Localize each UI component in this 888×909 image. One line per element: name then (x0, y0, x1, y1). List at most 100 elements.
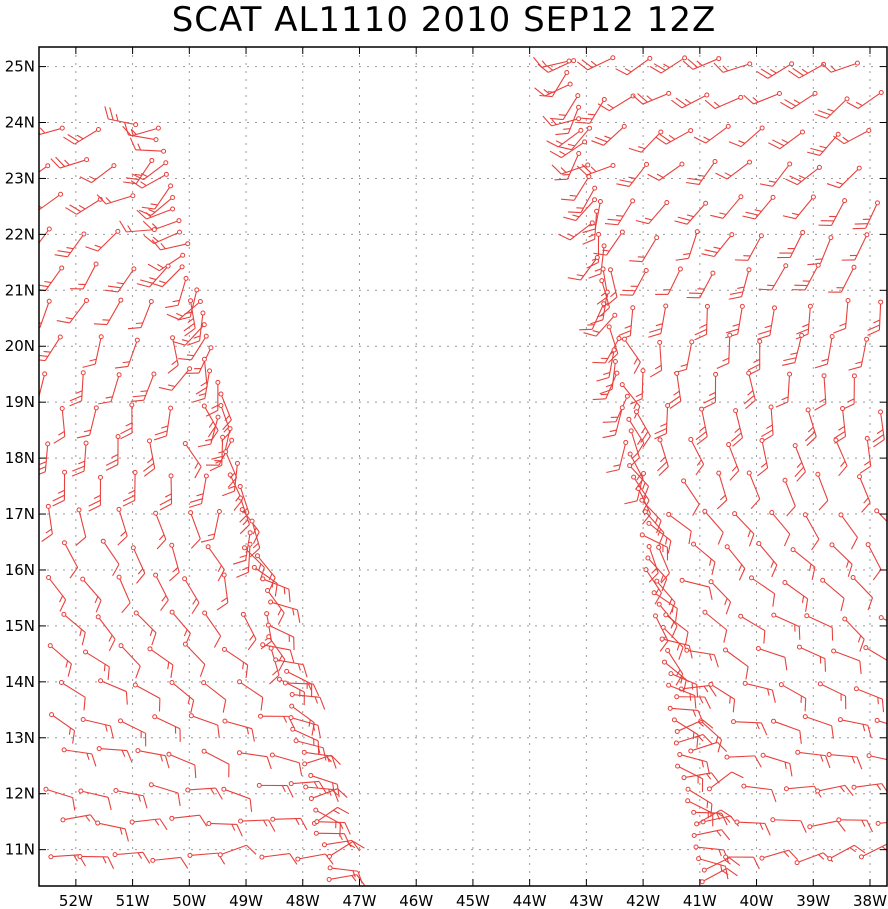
barb-feather (855, 361, 863, 365)
wind-barb (738, 613, 766, 644)
barb-station-dot (712, 159, 718, 165)
barb-station-dot (217, 852, 223, 858)
wind-barb (833, 128, 872, 145)
barb-feather (105, 724, 108, 732)
wind-barb (828, 264, 857, 293)
barb-feather (657, 528, 662, 536)
barb-station-dot (80, 370, 86, 376)
barb-feather (786, 505, 796, 517)
wind-barb (716, 332, 733, 370)
barb-feather (845, 560, 850, 568)
barb-feather (788, 849, 799, 861)
barb-shaft (224, 648, 248, 666)
barb-station-dot (844, 96, 850, 102)
barb-station-dot (57, 334, 63, 340)
barb-feather (615, 68, 628, 76)
barb-station-dot (288, 715, 294, 721)
wind-barb (866, 753, 887, 761)
barb-station-dot (321, 842, 327, 848)
barb-station-dot (185, 787, 191, 793)
barb-station-dot (626, 416, 632, 422)
barb-station-dot (790, 547, 796, 553)
barb-feather (804, 431, 816, 442)
barb-feather (664, 537, 668, 545)
barb-feather (814, 363, 828, 369)
wind-barb (202, 610, 222, 648)
barb-feather (289, 649, 295, 663)
barb-shaft (203, 750, 230, 765)
wind-barb (833, 297, 851, 334)
barb-feather (784, 657, 788, 671)
barb-feather (661, 578, 668, 592)
barb-station-dot (606, 324, 612, 330)
wind-barb (850, 575, 874, 611)
barb-feather (839, 322, 847, 327)
wind-barb (265, 622, 295, 651)
barb-feather (654, 364, 662, 370)
barb-feather (656, 173, 664, 178)
barb-station-dot (165, 263, 171, 269)
wind-barb (827, 844, 866, 862)
barb-station-dot (100, 538, 106, 544)
barb-shaft (45, 788, 73, 799)
wind-barb (177, 287, 200, 321)
wind-barb (677, 752, 711, 775)
barb-shaft (710, 581, 731, 603)
barb-feather (796, 462, 803, 469)
barb-shaft (748, 372, 756, 401)
barb-feather (242, 662, 245, 670)
barb-station-dot (582, 139, 588, 145)
barb-station-dot (221, 646, 227, 652)
barb-feather (716, 811, 723, 817)
x-tick-label: 47W (343, 892, 377, 909)
barb-feather (269, 674, 280, 685)
barb-station-dot (706, 786, 712, 792)
barb-station-dot (829, 542, 835, 548)
barb-feather (65, 660, 69, 668)
barb-feather (881, 783, 887, 793)
barb-station-dot (77, 853, 83, 859)
barb-station-dot (770, 817, 776, 823)
barb-station-dot (878, 299, 884, 305)
barb-shaft (681, 579, 710, 588)
barb-station-dot (696, 856, 702, 862)
barb-shaft (141, 173, 167, 189)
barb-feather (609, 429, 617, 433)
barb-shaft (275, 659, 304, 666)
barb-station-dot (857, 474, 863, 480)
barb-station-dot (840, 406, 846, 412)
wind-barb (188, 510, 201, 549)
barb-shaft (81, 372, 84, 401)
barb-feather (725, 328, 739, 334)
wind-barb (684, 647, 719, 668)
barb-feather (711, 772, 720, 784)
barb-feather (178, 357, 192, 361)
barb-feather (88, 504, 101, 512)
barb-station-dot (799, 129, 805, 135)
barb-station-dot (170, 194, 176, 200)
wind-barb (795, 303, 813, 340)
barb-feather (332, 782, 335, 790)
barb-station-dot (188, 713, 194, 719)
barb-feather (876, 429, 884, 435)
wind-barb (722, 647, 749, 680)
barb-station-dot (134, 337, 140, 343)
barb-station-dot (587, 125, 593, 131)
barb-feather (558, 146, 572, 151)
barb-station-dot (180, 252, 186, 258)
barb-feather (715, 736, 719, 744)
barb-station-dot (96, 746, 102, 752)
barb-feather (164, 755, 170, 769)
barb-station-dot (666, 682, 672, 688)
barb-station-dot (148, 782, 154, 788)
wind-barb (673, 733, 713, 746)
barb-feather (131, 128, 137, 135)
barb-station-dot (746, 267, 752, 273)
barb-shaft (80, 790, 109, 798)
barb-station-dot (663, 612, 669, 618)
barb-shaft (297, 853, 326, 860)
barb-feather (726, 867, 738, 877)
barb-station-dot (169, 542, 175, 548)
barb-feather (141, 206, 155, 210)
barb-feather (788, 70, 800, 79)
